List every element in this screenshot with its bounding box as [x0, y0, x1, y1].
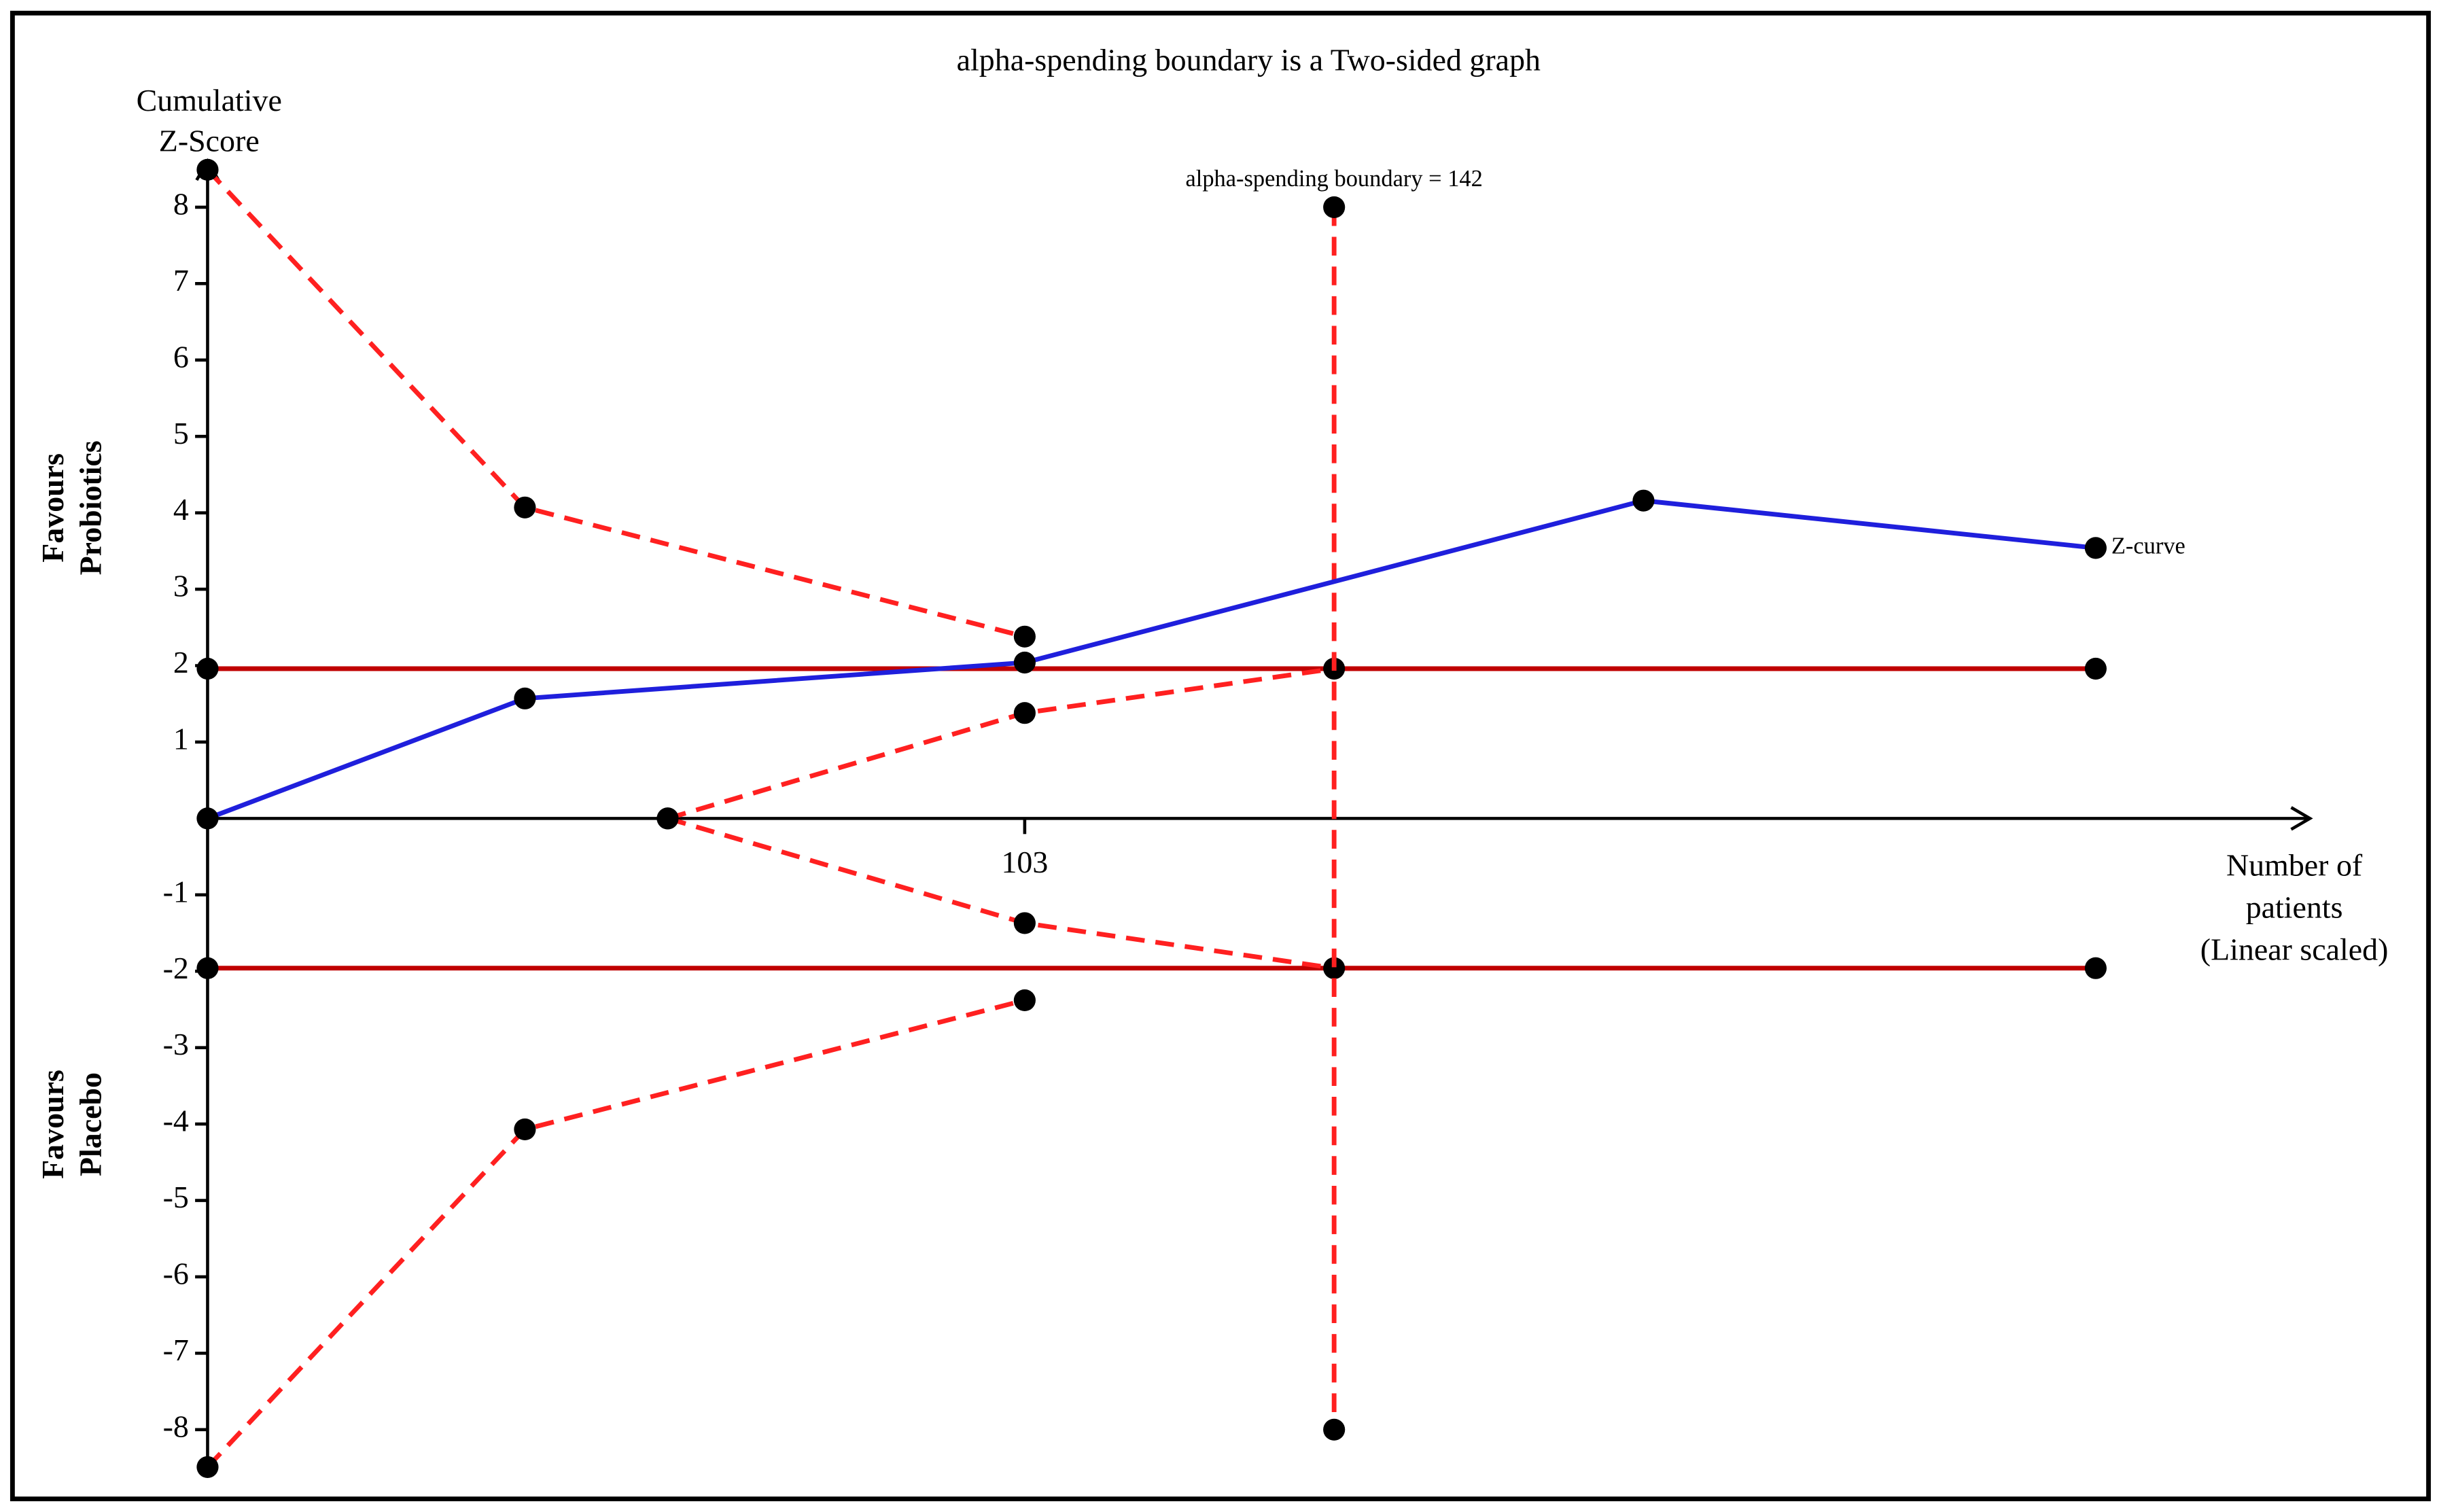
data-point — [1013, 989, 1036, 1012]
y-tick-label: -3 — [163, 1027, 189, 1061]
y-tick-label: 5 — [173, 416, 189, 451]
x-tick-label: 103 — [1001, 845, 1048, 879]
data-point — [1013, 702, 1036, 724]
y-tick-label: 4 — [173, 492, 189, 527]
y-tick-label: -8 — [163, 1409, 189, 1443]
data-point — [1013, 651, 1036, 674]
x-axis-arrow — [2290, 806, 2313, 831]
y-tick-label: 6 — [173, 339, 189, 374]
data-point — [1323, 957, 1346, 979]
data-point — [514, 687, 536, 709]
data-point — [196, 158, 219, 181]
side-label: Favours — [35, 453, 70, 563]
y-tick-label: -1 — [163, 874, 189, 909]
frame — [10, 10, 2431, 1502]
data-point — [1013, 912, 1036, 934]
y-tick-label: 3 — [173, 569, 189, 603]
data-point — [1632, 489, 1655, 512]
y-tick-label: -2 — [163, 951, 189, 985]
data-point — [514, 1118, 536, 1141]
data-point — [2084, 657, 2107, 680]
y-tick-label: -7 — [163, 1333, 189, 1367]
data-point — [1323, 1418, 1346, 1441]
x-axis-label: patients — [2246, 890, 2343, 924]
y-tick-label: -6 — [163, 1256, 189, 1290]
data-point — [1323, 196, 1346, 219]
x-axis-label: Number of — [2226, 847, 2363, 882]
data-point — [196, 657, 219, 680]
annotation: alpha-spending boundary = 142 — [1185, 166, 1482, 192]
y-axis-label: Z-Score — [159, 124, 260, 158]
data-point — [656, 807, 679, 830]
y-tick-label: -4 — [163, 1104, 189, 1138]
chart-title: alpha-spending boundary is a Two-sided g… — [957, 42, 1541, 77]
data-point — [196, 1456, 219, 1478]
data-point — [2084, 537, 2107, 559]
side-label: Favours — [35, 1070, 70, 1179]
y-tick-label: -5 — [163, 1180, 189, 1214]
x-axis-label: (Linear scaled) — [2200, 932, 2389, 966]
y-axis-label: Cumulative — [137, 83, 282, 118]
data-point — [514, 496, 536, 518]
data-point — [196, 807, 219, 830]
y-tick-label: 8 — [173, 186, 189, 221]
side-label: Probiotics — [73, 440, 107, 575]
side-label: Placebo — [73, 1072, 107, 1176]
data-point — [2084, 957, 2107, 979]
y-tick-label: 1 — [173, 721, 189, 756]
series-label: Z-curve — [2111, 533, 2185, 559]
y-tick-label: 7 — [173, 263, 189, 298]
y-tick-label: 2 — [173, 645, 189, 680]
data-point — [1013, 625, 1036, 648]
data-point — [196, 957, 219, 979]
